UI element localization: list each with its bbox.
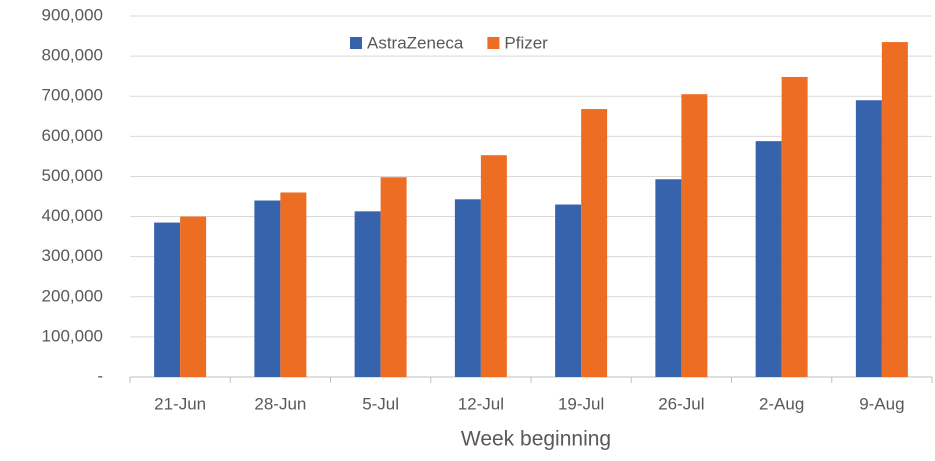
bar <box>781 76 808 378</box>
y-tick-label: 400,000 <box>42 206 103 225</box>
bar <box>855 100 882 377</box>
legend-swatch <box>487 37 500 49</box>
y-tick-label: 800,000 <box>42 46 103 65</box>
legend-label: AstraZeneca <box>367 33 464 52</box>
bar <box>180 216 207 377</box>
x-tick-label: 5-Jul <box>362 394 399 413</box>
x-tick-label: 2-Aug <box>759 394 804 413</box>
bar <box>581 109 608 378</box>
y-tick-label: 600,000 <box>42 126 103 145</box>
y-tick-label: - <box>97 366 103 385</box>
bar <box>280 192 307 377</box>
legend-swatch <box>350 37 362 49</box>
y-tick-label: 300,000 <box>42 246 103 265</box>
y-tick-label: 900,000 <box>42 5 103 24</box>
x-tick-label: 12-Jul <box>458 394 504 413</box>
bar <box>555 204 582 377</box>
x-tick-label: 9-Aug <box>859 394 904 413</box>
bar <box>454 199 481 377</box>
x-tick-label: 19-Jul <box>558 394 604 413</box>
x-tick-label: 28-Jun <box>254 394 306 413</box>
bar <box>480 155 507 377</box>
x-tick-label: 21-Jun <box>154 394 206 413</box>
bar <box>154 222 181 377</box>
bar <box>254 200 281 377</box>
bar <box>881 42 908 377</box>
bar <box>755 141 782 377</box>
bar <box>655 179 682 377</box>
y-tick-label: 200,000 <box>42 286 103 305</box>
y-tick-label: 500,000 <box>42 166 103 185</box>
x-tick-label: 26-Jul <box>658 394 704 413</box>
bar <box>681 94 708 377</box>
bar <box>380 177 407 377</box>
bar <box>354 211 381 377</box>
x-axis-title: Week beginning <box>461 428 611 451</box>
legend-label: Pfizer <box>504 33 548 52</box>
y-tick-label: 100,000 <box>42 326 103 345</box>
y-tick-label: 700,000 <box>42 86 103 105</box>
